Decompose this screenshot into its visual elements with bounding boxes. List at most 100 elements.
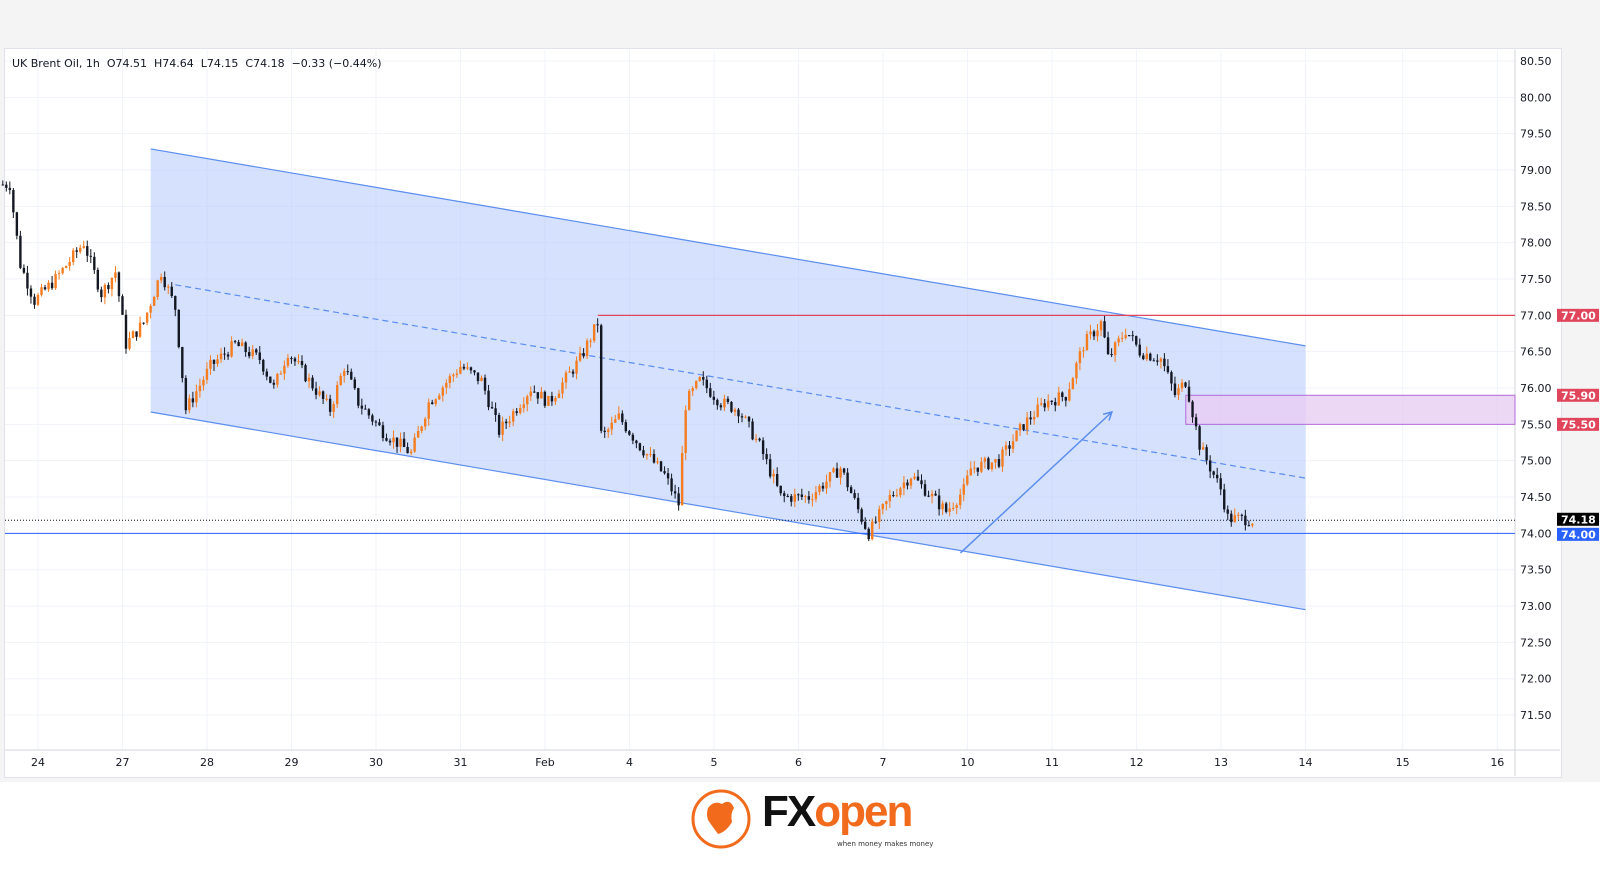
candle-body <box>962 484 965 495</box>
candle-body <box>821 485 825 489</box>
candle-body <box>997 459 1001 467</box>
candle-body <box>1025 417 1029 430</box>
candle-body <box>765 454 768 460</box>
candle-body <box>483 377 487 391</box>
candle-body <box>540 391 543 399</box>
candle-body <box>1194 417 1198 427</box>
candle-body <box>839 468 842 478</box>
candle-body <box>332 404 335 412</box>
candle-body <box>575 360 578 374</box>
candle-body <box>1001 449 1004 467</box>
candle-body <box>68 262 71 267</box>
trend-arrow <box>959 411 1113 554</box>
candle-body <box>723 398 726 408</box>
candle-body <box>318 391 321 395</box>
candle-body <box>599 325 603 431</box>
candle-body <box>350 371 353 380</box>
candle-body <box>863 521 867 529</box>
candle-body <box>128 337 131 349</box>
candle-body <box>138 322 142 337</box>
candle-body <box>980 461 983 472</box>
x-tick-label: 13 <box>1214 756 1228 769</box>
candle-body <box>589 340 592 342</box>
candle-body <box>272 382 276 385</box>
candle-body <box>1110 354 1113 356</box>
candle-body <box>469 367 473 371</box>
candle-body <box>578 353 582 361</box>
candle-body <box>677 493 680 506</box>
bull-logo-icon <box>691 789 751 849</box>
candle-body <box>878 509 881 522</box>
candle-body <box>871 521 874 540</box>
y-tick-label: 75.00 <box>1520 455 1552 468</box>
candle-body <box>473 370 476 373</box>
symbol-legend: UK Brent Oil, 1h O74.51 H74.64 L74.15 C7… <box>12 57 382 70</box>
candle-body <box>409 451 413 454</box>
candle-body <box>1089 331 1092 335</box>
candle-body <box>300 361 304 366</box>
candle-body <box>50 282 54 289</box>
candle-body <box>934 493 937 496</box>
candle-body <box>163 276 166 288</box>
price-tag-support-bg <box>1557 527 1599 541</box>
candle-body <box>1120 337 1124 339</box>
price-tag-last: 74.18 <box>1561 513 1596 526</box>
candle-body <box>944 503 948 512</box>
candle-body <box>1036 404 1039 417</box>
candle-body <box>807 496 811 500</box>
candle-body <box>955 505 958 508</box>
candle-body <box>818 485 821 492</box>
candle-body <box>283 365 286 374</box>
candle-body <box>635 440 638 444</box>
candle-body <box>452 374 455 377</box>
candle-body <box>293 358 297 362</box>
x-tick-label: 27 <box>116 756 130 769</box>
candle-body <box>12 190 15 213</box>
x-tick-label: 28 <box>200 756 214 769</box>
candle-body <box>1015 430 1018 442</box>
candle-body <box>64 266 68 268</box>
candle-body <box>895 495 899 497</box>
candle-body <box>142 322 145 324</box>
candle-body <box>645 454 649 456</box>
candle-body <box>15 212 19 236</box>
candle-body <box>916 476 920 481</box>
candle-body <box>388 440 392 443</box>
y-tick-label: 77.50 <box>1520 273 1552 286</box>
candle-body <box>1064 397 1068 401</box>
channel-mid-line <box>175 284 1306 479</box>
candle-body <box>990 462 994 470</box>
candle-body <box>381 425 385 439</box>
logo-tagline: when money makes money <box>837 840 934 848</box>
logo-open: open <box>814 787 913 836</box>
ohlc-high: H74.64 <box>154 57 194 70</box>
logo-fx: FX <box>762 787 816 836</box>
candle-body <box>156 280 159 297</box>
candle-body <box>1099 321 1103 331</box>
y-tick-label: 78.00 <box>1520 237 1552 250</box>
candle-body <box>610 422 613 430</box>
candle-body <box>174 296 177 310</box>
x-tick-label: 6 <box>795 756 802 769</box>
candle-body <box>501 421 504 435</box>
candle-body <box>131 331 135 338</box>
candle-body <box>107 285 110 290</box>
candle-body <box>26 272 29 289</box>
candle-body <box>976 467 980 472</box>
candle-body <box>832 468 835 473</box>
candle-body <box>592 324 596 341</box>
y-tick-label: 74.00 <box>1520 527 1552 540</box>
candle-body <box>624 422 628 432</box>
candle-body <box>733 409 737 412</box>
candle-body <box>888 495 892 502</box>
candles <box>1 180 1254 542</box>
price-tag-resistance-bg <box>1557 308 1599 322</box>
price-tag-zone-high-bg <box>1557 388 1599 402</box>
candle-body <box>804 496 807 498</box>
candle-body <box>649 453 652 455</box>
price-change: −0.33 (−0.44%) <box>291 57 382 70</box>
candle-body <box>1054 401 1057 406</box>
x-tick-label: 11 <box>1045 756 1059 769</box>
candle-body <box>240 342 244 347</box>
